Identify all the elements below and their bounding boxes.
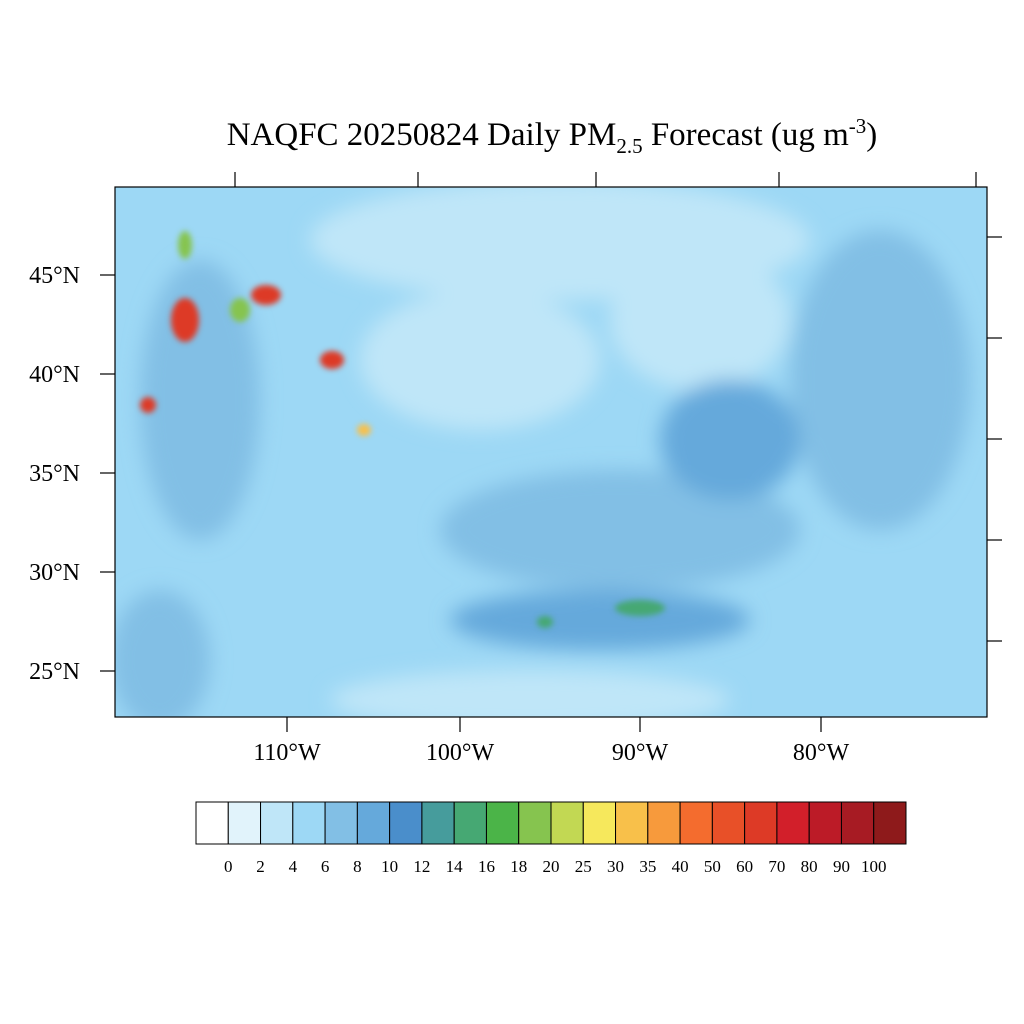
colorbar-label: 90	[833, 857, 850, 876]
colorbar-box	[324, 801, 358, 845]
lat-label: 45°N	[29, 263, 80, 289]
lat-label: 40°N	[29, 362, 80, 388]
colorbar-box	[260, 801, 294, 845]
colorbar-label: 10	[381, 857, 398, 876]
colorbar-label: 30	[607, 857, 624, 876]
colorbar-label: 80	[801, 857, 818, 876]
lon-label: 110°W	[253, 740, 321, 766]
colorbar-box	[421, 801, 455, 845]
title: NAQFC 20250824 Daily PM2.5 Forecast (ug …	[227, 114, 878, 158]
colorbar-box	[744, 801, 778, 845]
lon-label: 90°W	[612, 740, 669, 766]
colorbar-box	[840, 801, 875, 845]
map-ticks	[100, 172, 1002, 732]
colorbar-box	[647, 801, 681, 845]
lat-label: 35°N	[29, 461, 80, 487]
colorbar-box	[679, 801, 713, 845]
colorbar-label: 35	[639, 857, 656, 876]
colorbar-box	[550, 801, 584, 845]
lon-label: 80°W	[793, 740, 850, 766]
colorbar-label: 2	[256, 857, 265, 876]
colorbar-box	[615, 801, 649, 845]
title-end: )	[866, 117, 877, 153]
colorbar-label: 8	[353, 857, 362, 876]
colorbar-label: 20	[543, 857, 560, 876]
colorbar-box	[776, 801, 810, 845]
lat-label: 25°N	[29, 659, 80, 685]
colorbar-box	[808, 801, 842, 845]
colorbar-label: 70	[768, 857, 785, 876]
colorbar-label: 18	[510, 857, 527, 876]
title-after: Forecast (ug m	[643, 117, 850, 153]
title-sub: 2.5	[616, 134, 642, 158]
map-frame	[114, 186, 988, 718]
colorbar-box	[389, 801, 423, 845]
lon-label: 100°W	[426, 740, 495, 766]
colorbar-label: 60	[736, 857, 753, 876]
colorbar-label: 6	[321, 857, 330, 876]
lat-label: 30°N	[29, 560, 80, 586]
colorbar-label: 40	[672, 857, 689, 876]
colorbar-box	[485, 801, 520, 845]
colorbar-box	[711, 801, 746, 845]
colorbar-label: 14	[446, 857, 464, 876]
colorbar-box	[453, 801, 487, 845]
colorbar-box	[873, 801, 907, 845]
colorbar-box	[518, 801, 552, 845]
colorbar-box	[582, 801, 617, 845]
colorbar-label: 16	[478, 857, 495, 876]
map-field	[115, 187, 987, 717]
title-sup: -3	[849, 114, 867, 138]
colorbar-label: 0	[224, 857, 233, 876]
title-main: NAQFC 20250824 Daily PM	[227, 117, 617, 153]
colorbar-label: 12	[413, 857, 430, 876]
colorbar-label: 50	[704, 857, 721, 876]
colorbar-label: 25	[575, 857, 592, 876]
colorbar-box	[227, 801, 262, 845]
colorbar-label: 100	[861, 857, 887, 876]
colorbar-box	[292, 801, 326, 845]
colorbar-box	[195, 801, 229, 845]
colorbar-box	[356, 801, 391, 845]
colorbar-label: 4	[289, 857, 298, 876]
